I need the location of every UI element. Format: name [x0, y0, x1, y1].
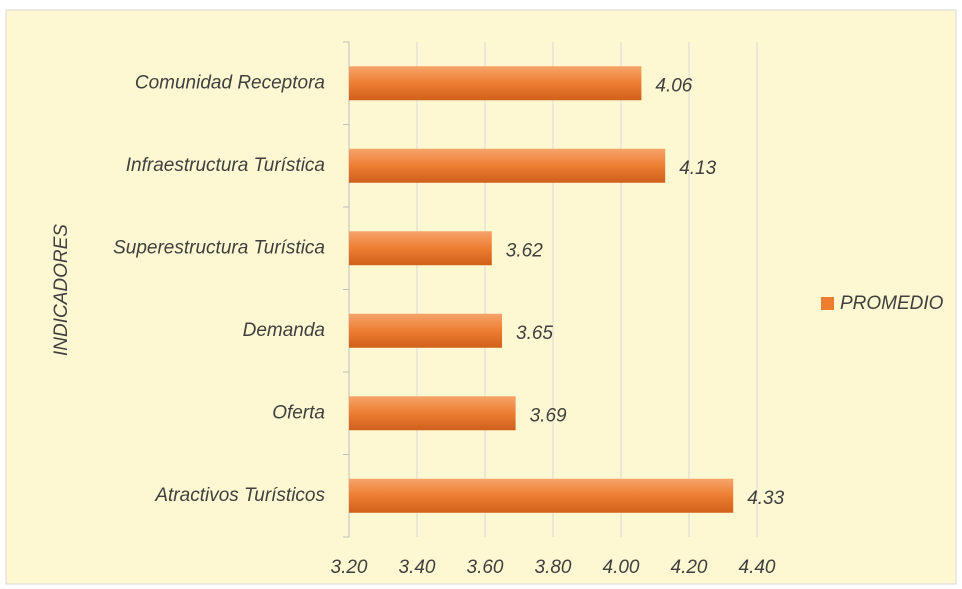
data-label: 3.65: [516, 323, 553, 344]
bar: [349, 148, 666, 183]
y-tick-label: Atractivos Turísticos: [154, 485, 325, 506]
data-label: 4.13: [679, 158, 716, 179]
legend-label: PROMEDIO: [840, 293, 944, 314]
y-tick-label: Superestructura Turística: [113, 237, 325, 258]
data-label: 3.62: [506, 240, 543, 261]
x-tick-label: 3.20: [331, 557, 368, 578]
x-tick-label: 4.40: [739, 557, 776, 578]
y-tick-label: Comunidad Receptora: [135, 72, 325, 93]
y-tick-label: Oferta: [272, 402, 325, 423]
y-tick-label: Demanda: [243, 320, 325, 341]
data-label: 4.33: [747, 488, 784, 509]
data-label: 3.69: [530, 405, 567, 426]
bar: [349, 478, 734, 513]
legend-swatch: [821, 297, 834, 310]
y-axis-label: INDICADORES: [51, 224, 72, 356]
x-tick-label: 4.20: [671, 557, 708, 578]
x-tick-label: 3.60: [467, 557, 504, 578]
x-tick-label: 4.00: [603, 557, 640, 578]
y-tick-label: Infraestructura Turística: [126, 155, 325, 176]
bar: [349, 313, 502, 348]
bar: [349, 231, 492, 266]
bar: [349, 396, 516, 431]
bar: [349, 66, 642, 101]
x-tick-label: 3.80: [535, 557, 572, 578]
x-tick-label: 3.40: [399, 557, 436, 578]
data-label: 4.06: [655, 75, 692, 96]
